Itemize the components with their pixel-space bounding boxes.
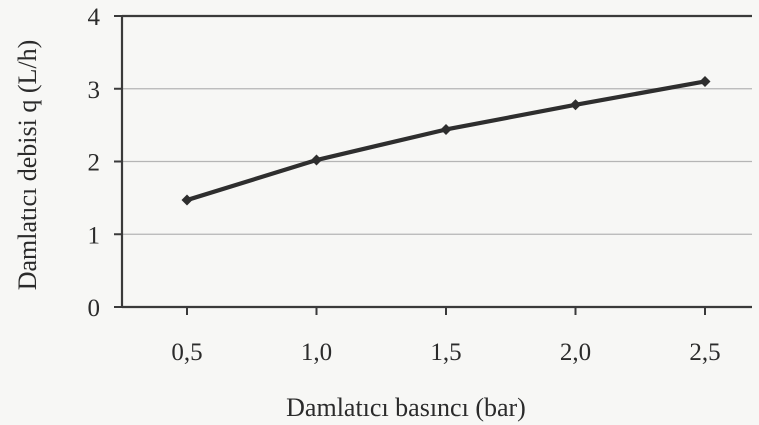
x-tick-label: 2,0 [560, 339, 591, 366]
y-tick-label: 4 [88, 4, 101, 31]
y-tick-label: 3 [88, 77, 101, 104]
x-axis-title: Damlatıcı basıncı (bar) [286, 393, 526, 422]
axes [114, 14, 752, 315]
data-point-marker [311, 154, 322, 166]
series [181, 75, 711, 206]
data-point-marker [699, 75, 711, 87]
y-tick-label: 0 [88, 295, 101, 322]
data-point-marker [440, 123, 452, 135]
data-point-marker [181, 194, 193, 206]
y-axis-title: Damlatıcı debisi q (L/h) [13, 40, 42, 291]
series-line [184, 79, 708, 203]
x-tick-label: 2,5 [689, 339, 720, 366]
x-tick-label: 1,5 [430, 339, 461, 366]
y-tick-label: 1 [88, 222, 101, 249]
y-tick-label: 2 [88, 150, 101, 177]
gridlines [122, 88, 752, 235]
x-tick-label: 1,0 [301, 339, 332, 366]
data-point-marker [570, 99, 581, 111]
tick-labels: 0 1 2 3 4 0,5 1,0 1,5 2,0 2,5 [88, 4, 721, 366]
x-tick-label: 0,5 [171, 339, 202, 366]
